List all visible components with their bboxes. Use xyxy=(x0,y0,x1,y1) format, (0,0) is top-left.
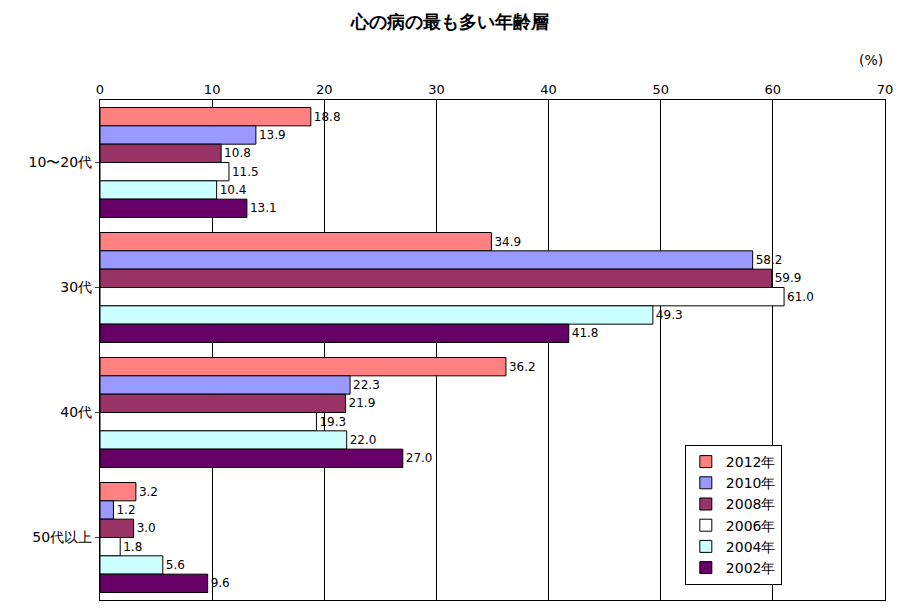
svg-text:58.2: 58.2 xyxy=(756,253,783,267)
svg-text:41.8: 41.8 xyxy=(572,326,599,340)
svg-text:59.9: 59.9 xyxy=(775,271,802,285)
svg-text:2008年: 2008年 xyxy=(726,496,776,512)
svg-text:40: 40 xyxy=(540,82,557,97)
svg-text:2006年: 2006年 xyxy=(726,518,776,534)
svg-text:21.9: 21.9 xyxy=(349,396,376,410)
svg-text:(%): (%) xyxy=(859,52,883,68)
svg-text:9.6: 9.6 xyxy=(211,576,230,590)
svg-text:11.5: 11.5 xyxy=(232,165,259,179)
svg-text:1.8: 1.8 xyxy=(123,540,142,554)
svg-text:1.2: 1.2 xyxy=(116,503,135,517)
svg-text:13.9: 13.9 xyxy=(259,128,286,142)
svg-text:22.3: 22.3 xyxy=(353,378,380,392)
svg-text:2010年: 2010年 xyxy=(726,475,776,491)
svg-text:30: 30 xyxy=(428,82,445,97)
svg-text:心の病の最も多い年齢層: 心の病の最も多い年齢層 xyxy=(350,11,549,32)
svg-text:0: 0 xyxy=(96,82,104,97)
svg-text:27.0: 27.0 xyxy=(406,451,433,465)
svg-text:36.2: 36.2 xyxy=(509,360,536,374)
svg-text:34.9: 34.9 xyxy=(494,235,521,249)
svg-text:3.2: 3.2 xyxy=(139,485,158,499)
svg-text:50: 50 xyxy=(652,82,669,97)
svg-text:19.3: 19.3 xyxy=(319,415,346,429)
svg-text:13.1: 13.1 xyxy=(250,201,277,215)
svg-text:70: 70 xyxy=(877,82,894,97)
svg-text:2004年: 2004年 xyxy=(726,539,776,555)
svg-text:2012年: 2012年 xyxy=(726,454,776,470)
svg-text:18.8: 18.8 xyxy=(314,110,341,124)
svg-text:10.4: 10.4 xyxy=(220,183,247,197)
svg-text:49.3: 49.3 xyxy=(656,308,683,322)
svg-text:50代以上: 50代以上 xyxy=(32,529,92,545)
svg-text:3.0: 3.0 xyxy=(137,521,156,535)
svg-text:2002年: 2002年 xyxy=(726,560,776,576)
svg-text:61.0: 61.0 xyxy=(787,290,814,304)
svg-text:10: 10 xyxy=(204,82,221,97)
svg-text:22.0: 22.0 xyxy=(350,433,377,447)
svg-text:10.8: 10.8 xyxy=(224,146,251,160)
svg-text:60: 60 xyxy=(765,82,782,97)
svg-text:40代: 40代 xyxy=(60,404,92,420)
svg-text:10〜20代: 10〜20代 xyxy=(29,154,93,170)
svg-text:5.6: 5.6 xyxy=(166,558,185,572)
svg-text:20: 20 xyxy=(316,82,333,97)
svg-text:30代: 30代 xyxy=(60,279,92,295)
